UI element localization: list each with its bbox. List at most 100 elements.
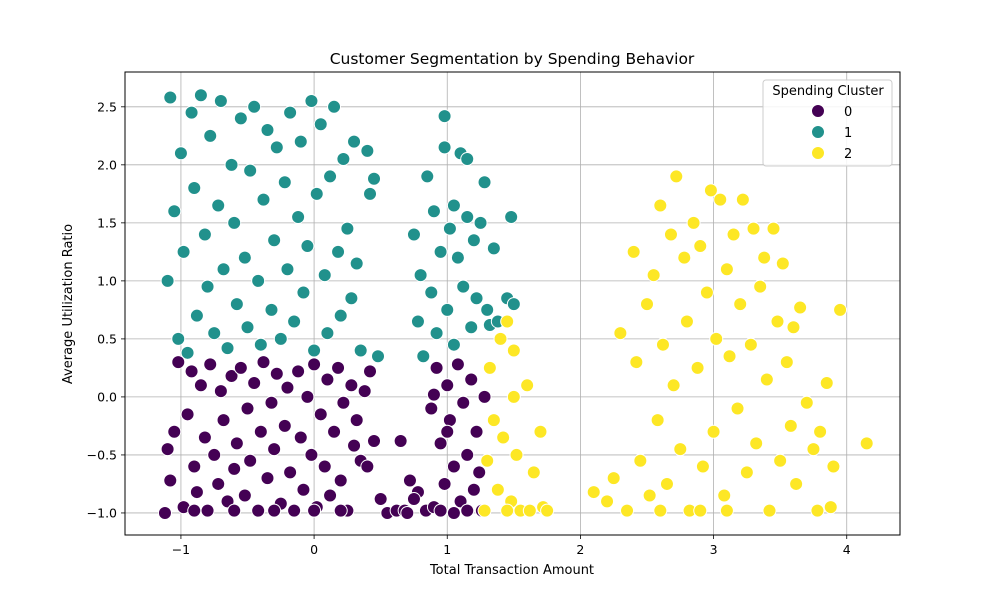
data-point-cluster-2 [706, 424, 721, 439]
data-point-cluster-2 [833, 302, 848, 317]
data-point-cluster-0 [429, 360, 444, 375]
data-point-cluster-1 [293, 134, 308, 149]
data-point-cluster-0 [227, 461, 242, 476]
data-point-cluster-1 [469, 291, 484, 306]
data-point-cluster-2 [806, 442, 821, 457]
data-point-cluster-0 [187, 459, 202, 474]
legend-entries: 0 1 2 [811, 104, 852, 162]
data-point-cluster-1 [460, 152, 475, 167]
data-point-cluster-1 [307, 343, 322, 358]
data-point-cluster-2 [693, 239, 708, 254]
data-point-cluster-0 [472, 465, 487, 480]
data-point-cluster-2 [620, 503, 635, 518]
data-point-cluster-0 [269, 366, 284, 381]
data-point-cluster-1 [300, 239, 315, 254]
data-point-cluster-1 [309, 186, 324, 201]
data-point-cluster-0 [240, 401, 255, 416]
data-point-cluster-1 [466, 233, 481, 248]
data-point-cluster-2 [749, 436, 764, 451]
data-point-cluster-0 [277, 418, 292, 433]
data-point-cluster-0 [460, 503, 475, 518]
data-point-cluster-1 [317, 268, 332, 283]
data-point-cluster-0 [456, 395, 471, 410]
data-point-cluster-0 [160, 442, 175, 457]
data-point-cluster-2 [586, 485, 601, 500]
data-point-cluster-2 [520, 378, 535, 393]
data-point-cluster-2 [673, 442, 688, 457]
data-point-cluster-1 [267, 233, 282, 248]
data-point-cluster-2 [699, 285, 714, 300]
data-point-cluster-0 [200, 503, 215, 518]
data-point-cluster-1 [269, 140, 284, 155]
data-point-cluster-2 [819, 375, 834, 390]
data-point-cluster-1 [216, 262, 231, 277]
data-point-cluster-0 [402, 473, 417, 488]
data-point-cluster-1 [227, 215, 242, 230]
data-point-cluster-2 [506, 389, 521, 404]
data-point-cluster-2 [773, 453, 788, 468]
data-point-cluster-2 [480, 453, 495, 468]
data-point-cluster-1 [433, 244, 448, 259]
data-point-cluster-0 [442, 413, 457, 428]
data-point-cluster-1 [280, 262, 295, 277]
data-point-cluster-1 [480, 302, 495, 317]
data-point-cluster-2 [743, 337, 758, 352]
data-point-cluster-1 [291, 210, 306, 225]
data-point-cluster-2 [762, 503, 777, 518]
y-tick-label: 2.5 [97, 99, 117, 114]
data-point-cluster-1 [349, 256, 364, 271]
data-point-cluster-2 [633, 453, 648, 468]
data-point-cluster-1 [331, 244, 346, 259]
data-point-cluster-0 [300, 389, 315, 404]
data-point-cluster-1 [440, 302, 455, 317]
data-point-cluster-2 [626, 244, 641, 259]
data-point-cluster-1 [367, 171, 382, 186]
data-point-cluster-1 [363, 186, 378, 201]
data-point-cluster-0 [437, 476, 452, 491]
data-point-cluster-0 [426, 387, 441, 402]
data-point-cluster-0 [424, 401, 439, 416]
data-point-cluster-0 [224, 369, 239, 384]
data-point-cluster-2 [719, 262, 734, 277]
data-point-cluster-1 [189, 308, 204, 323]
data-point-cluster-0 [406, 492, 421, 507]
data-point-cluster-1 [296, 285, 311, 300]
data-point-cluster-1 [173, 146, 188, 161]
data-point-cluster-0 [187, 503, 202, 518]
data-point-cluster-1 [187, 181, 202, 196]
data-point-cluster-2 [823, 500, 838, 515]
data-point-cluster-2 [629, 355, 644, 370]
data-point-cluster-2 [693, 503, 708, 518]
data-point-cluster-0 [367, 434, 382, 449]
data-point-cluster-0 [229, 436, 244, 451]
y-tick-label: −0.5 [87, 447, 117, 462]
data-point-cluster-2 [509, 447, 524, 462]
data-point-cluster-1 [442, 221, 457, 236]
data-point-cluster-1 [313, 117, 328, 132]
legend-marker-2 [811, 146, 825, 160]
data-point-cluster-0 [333, 473, 348, 488]
data-point-cluster-2 [775, 256, 790, 271]
legend-label-0: 0 [844, 105, 852, 120]
data-point-cluster-2 [639, 297, 654, 312]
data-point-cluster-2 [813, 424, 828, 439]
data-point-cluster-0 [180, 407, 195, 422]
data-point-cluster-0 [251, 503, 266, 518]
data-point-cluster-1 [446, 198, 461, 213]
data-point-cluster-2 [722, 349, 737, 364]
data-point-cluster-0 [336, 395, 351, 410]
data-point-cluster-0 [267, 503, 282, 518]
data-point-cluster-1 [371, 349, 386, 364]
data-point-cluster-1 [277, 175, 292, 190]
y-axis-label: Average Utilization Ratio [61, 224, 76, 384]
data-point-cluster-0 [216, 413, 231, 428]
data-point-cluster-0 [363, 364, 378, 379]
data-point-cluster-1 [460, 210, 475, 225]
data-point-cluster-2 [766, 221, 781, 236]
data-point-cluster-2 [810, 503, 825, 518]
data-point-cluster-2 [713, 192, 728, 207]
data-point-cluster-0 [283, 465, 298, 480]
data-point-cluster-0 [320, 372, 335, 387]
data-point-cluster-1 [243, 163, 258, 178]
data-point-cluster-1 [429, 326, 444, 341]
